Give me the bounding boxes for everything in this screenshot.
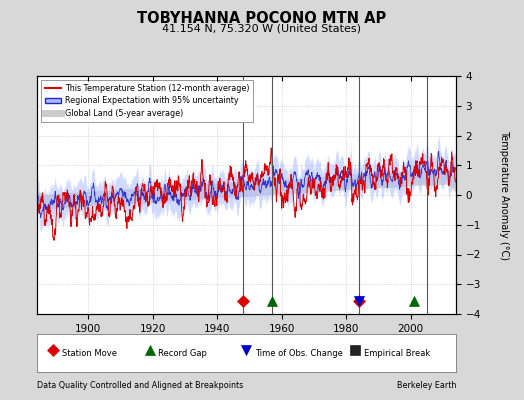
Text: TOBYHANNA POCONO MTN AP: TOBYHANNA POCONO MTN AP: [137, 11, 387, 26]
Y-axis label: Temperature Anomaly (°C): Temperature Anomaly (°C): [499, 130, 509, 260]
Text: 41.154 N, 75.320 W (United States): 41.154 N, 75.320 W (United States): [162, 23, 362, 33]
Text: Record Gap: Record Gap: [158, 348, 207, 358]
Text: Empirical Break: Empirical Break: [364, 348, 430, 358]
Text: Station Move: Station Move: [62, 348, 117, 358]
Text: Time of Obs. Change: Time of Obs. Change: [255, 348, 343, 358]
Legend: This Temperature Station (12-month average), Regional Expectation with 95% uncer: This Temperature Station (12-month avera…: [41, 80, 254, 122]
Text: Berkeley Earth: Berkeley Earth: [397, 381, 456, 390]
Text: Data Quality Controlled and Aligned at Breakpoints: Data Quality Controlled and Aligned at B…: [37, 381, 243, 390]
